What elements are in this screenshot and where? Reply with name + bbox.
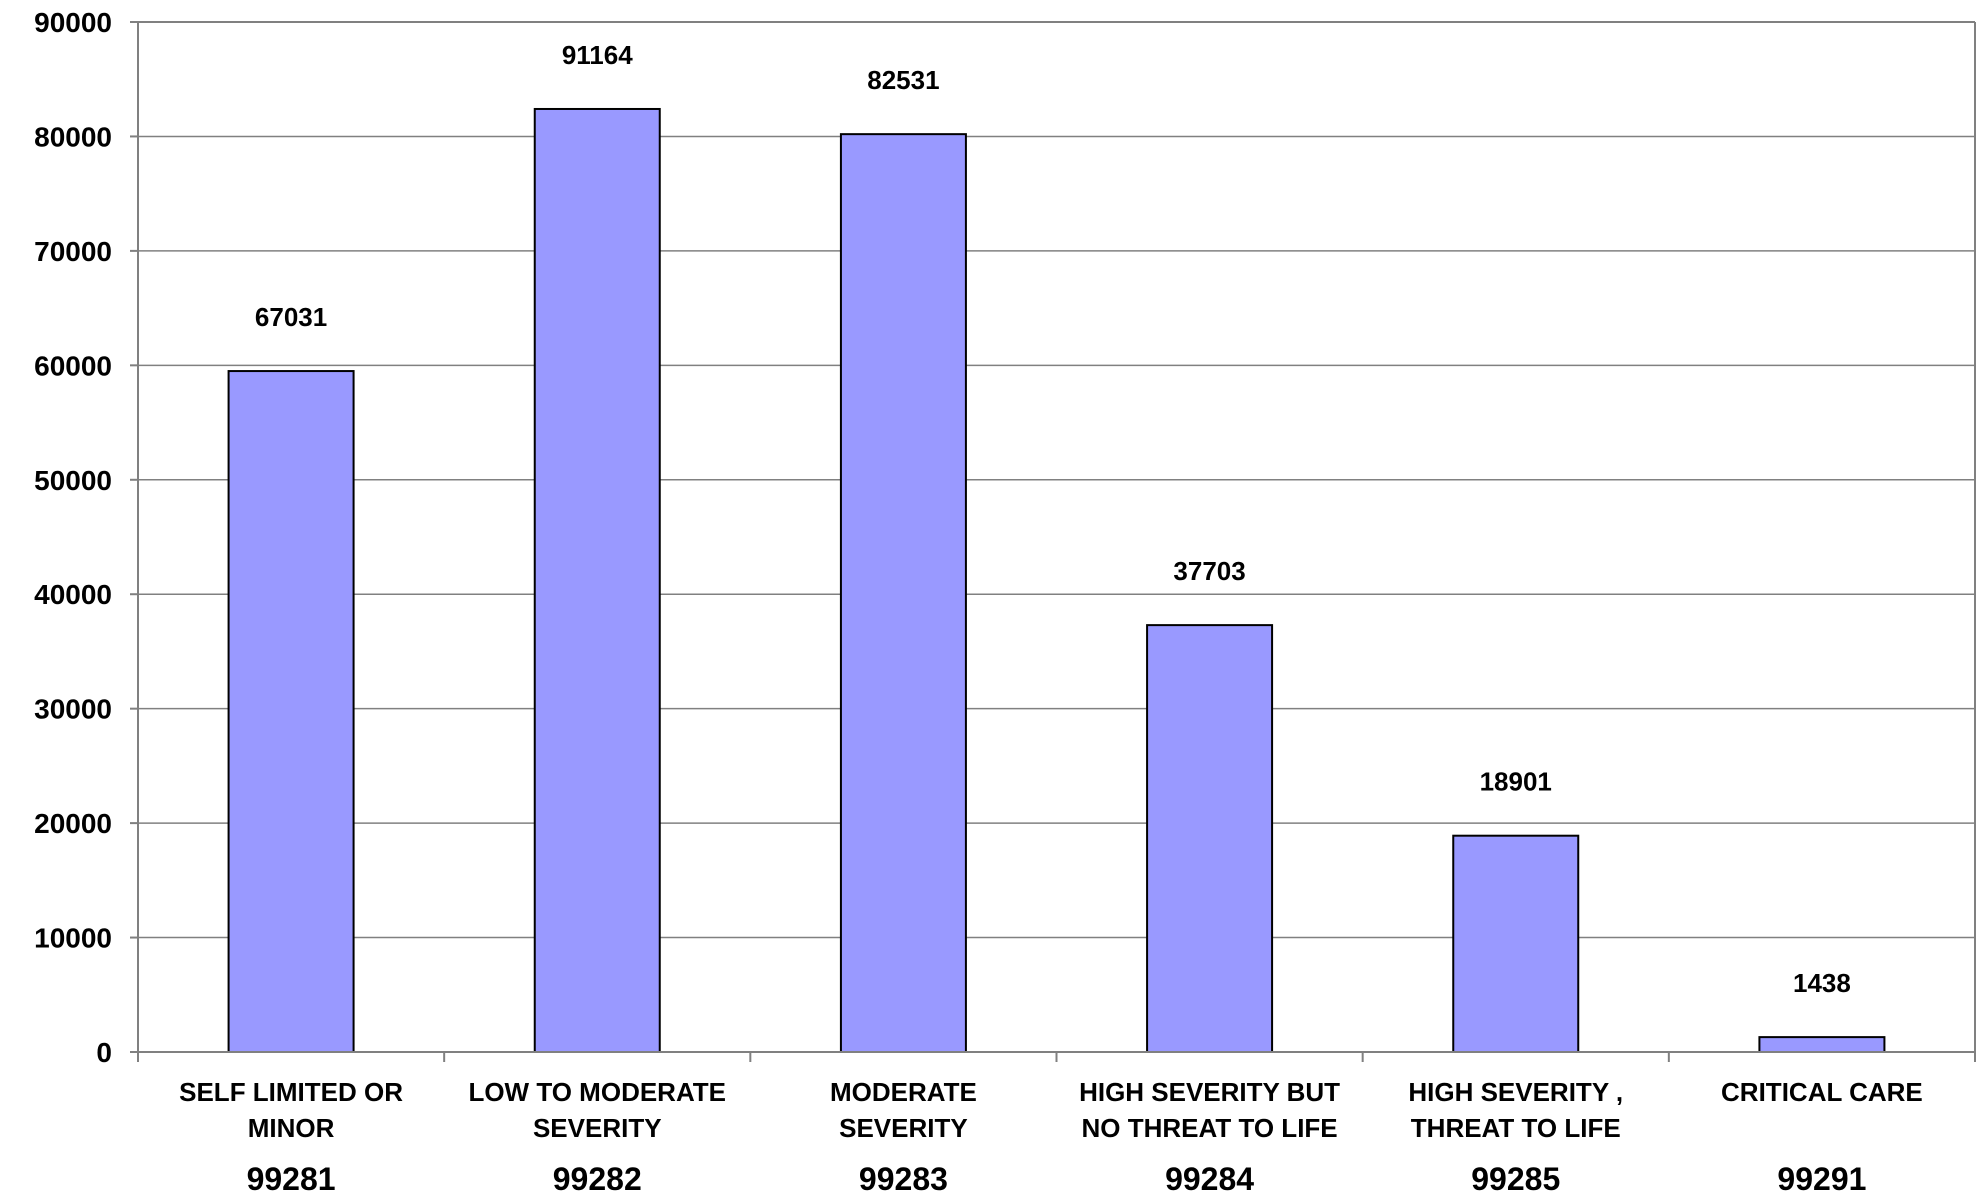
data-label-99282: 91164 [562,40,633,70]
x-category-label: NO THREAT TO LIFE [1082,1113,1338,1143]
axes [130,21,1976,1062]
y-tick-label: 30000 [34,694,112,725]
x-code-label: 99284 [1165,1161,1254,1193]
x-category-label: THREAT TO LIFE [1411,1113,1621,1143]
x-code-label: 99285 [1471,1161,1560,1193]
x-category-label: MODERATE [830,1077,977,1107]
x-code-label: 99282 [553,1161,642,1193]
x-category-label: HIGH SEVERITY , [1408,1077,1623,1107]
y-tick-label: 0 [96,1037,112,1068]
x-category-label: MINOR [248,1113,335,1143]
x-category-label: SEVERITY [533,1113,662,1143]
x-category-label: CRITICAL CARE [1721,1077,1923,1107]
y-tick-label: 80000 [34,121,112,152]
y-tick-label: 40000 [34,579,112,610]
x-code-label: 99283 [859,1161,948,1193]
bar-99291 [1758,1036,1886,1053]
y-axis-tick-labels: 0 10000 20000 30000 40000 50000 60000 70000 8000… [34,7,112,1068]
x-category-label: LOW TO MODERATE [468,1077,726,1107]
bar-99284 [1146,624,1274,1053]
y-tick-label: 10000 [34,923,112,954]
y-tick-label: 60000 [34,350,112,381]
y-tick-label: 70000 [34,236,112,267]
data-label-99284: 37703 [1173,556,1245,586]
bars [227,107,1886,1054]
x-category-label: SELF LIMITED OR [179,1077,403,1107]
y-tick-label: 50000 [34,465,112,496]
bar-99283 [839,133,967,1053]
x-code-label: 99291 [1777,1161,1866,1193]
data-label-99285: 18901 [1480,767,1552,797]
bar-99282 [533,107,661,1053]
x-category-label: SEVERITY [839,1113,968,1143]
y-tick-label: 20000 [34,808,112,839]
data-label-99291: 1438 [1793,968,1851,998]
y-tick-label: 90000 [34,7,112,38]
bar-99285 [1452,834,1580,1054]
data-label-99281: 67031 [255,302,327,332]
bar-99281 [227,370,355,1053]
gridlines [138,21,1975,939]
x-axis-category-labels: SELF LIMITED OR MINOR 99281 LOW TO MODERATE… [179,1077,1923,1193]
x-code-label: 99281 [247,1161,336,1193]
data-label-99283: 82531 [867,65,939,95]
x-category-label: HIGH SEVERITY BUT [1079,1077,1340,1107]
data-labels: 67031 91164 82531 37703 18901 1438 [255,40,1851,998]
